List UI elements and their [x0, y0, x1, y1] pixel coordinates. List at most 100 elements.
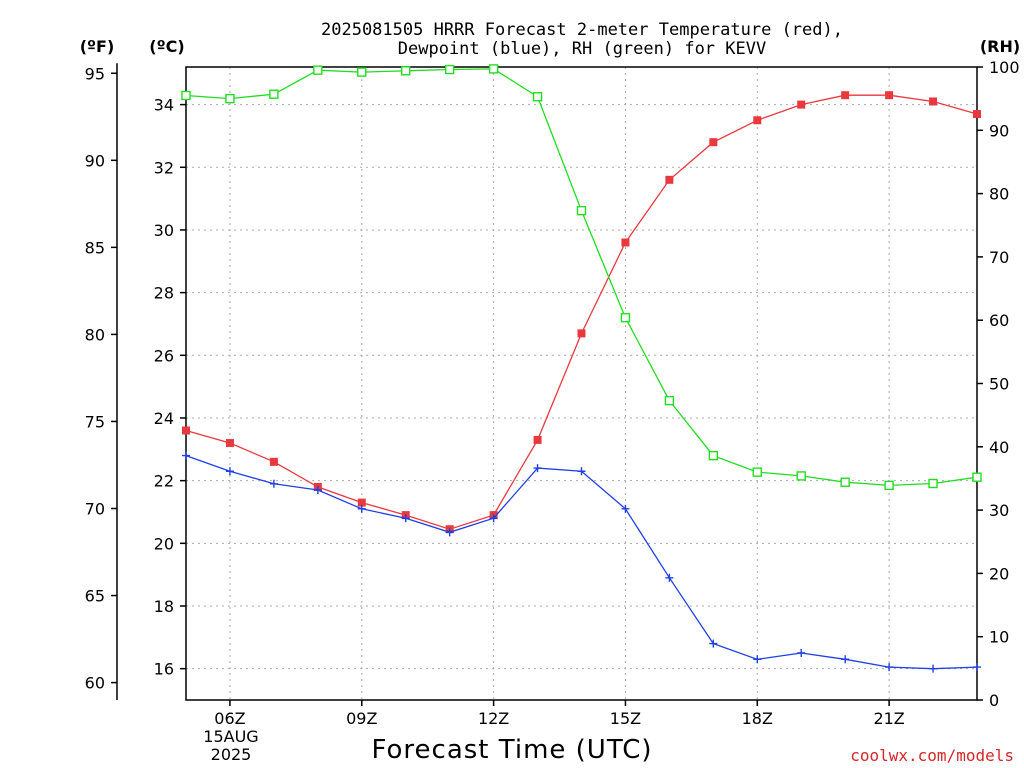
celsius-tick-label: 16 [154, 660, 174, 679]
rh-point [884, 480, 894, 491]
chart-title-line-2: Dewpoint (blue), RH (green) for KEVV [398, 39, 766, 59]
x-tick-label: 06Z [214, 709, 245, 728]
dewpoint-point [797, 648, 806, 657]
celsius-tick-label: 24 [154, 409, 174, 428]
celsius-tick-label: 28 [154, 284, 174, 303]
fahrenheit-tick-label: 60 [85, 674, 105, 693]
rh-point [796, 471, 806, 481]
rh-point [620, 312, 631, 323]
temperature-point [577, 329, 586, 338]
temperature-point [269, 457, 278, 466]
celsius-tick-label: 32 [154, 158, 174, 177]
axes: 16 18 20 22 24 26 28 30 32 34 60 65 70 75 80 85 90 95 0 10 2… [85, 58, 1020, 728]
rh-point [269, 89, 279, 99]
dewpoint-point [269, 479, 278, 488]
rh-point [357, 67, 367, 77]
rh-point [401, 66, 411, 76]
fahrenheit-unit-label: (ºF) [80, 37, 115, 56]
dewpoint-point [973, 663, 981, 672]
rh-point [225, 93, 235, 104]
fahrenheit-tick-label: 75 [85, 412, 105, 431]
rh-point [532, 92, 543, 102]
temperature-point [841, 91, 850, 100]
fahrenheit-tick-label: 80 [85, 325, 105, 344]
temperature-line [185, 94, 978, 530]
rh-point [972, 472, 982, 482]
temperature-point [225, 439, 234, 448]
date-label-day: 15AUG [203, 727, 258, 746]
fahrenheit-tick-label: 95 [85, 64, 105, 83]
rh-point [928, 478, 938, 489]
dewpoint-point [401, 514, 410, 523]
rh-point [576, 205, 587, 216]
celsius-tick-label: 34 [154, 96, 174, 115]
x-tick-label: 21Z [873, 709, 904, 728]
temperature-point [665, 175, 674, 184]
celsius-tick-label: 18 [154, 597, 174, 616]
date-label-year: 2025 [211, 745, 252, 764]
x-axis-title: Forecast Time (UTC) [371, 735, 652, 765]
rh-point [444, 64, 455, 75]
celsius-tick-label: 22 [154, 472, 174, 491]
fahrenheit-tick-label: 70 [85, 499, 105, 518]
rh-tick-label: 30 [989, 501, 1009, 520]
rh-point [664, 395, 675, 406]
rh-tick-label: 10 [989, 628, 1009, 647]
x-tick-label: 15Z [610, 709, 641, 728]
dewpoint-point [885, 663, 894, 672]
x-tick-label: 18Z [742, 709, 773, 728]
rh-tick-label: 50 [989, 375, 1009, 394]
credit-label: coolwx.com/models [850, 746, 1014, 765]
x-tick-label: 12Z [478, 709, 509, 728]
temperature-point [797, 100, 806, 109]
rh-tick-label: 100 [989, 58, 1020, 77]
dewpoint-point [313, 486, 322, 495]
dewpoint-point [577, 467, 586, 476]
fahrenheit-tick-label: 65 [85, 587, 105, 606]
dewpoint-point [533, 464, 542, 473]
grid-lines [186, 67, 977, 700]
rh-point [708, 450, 719, 461]
temperature-point [621, 238, 630, 247]
dewpoint-point [357, 504, 366, 513]
rh-line [185, 68, 978, 487]
dewpoint-point [489, 514, 498, 523]
rh-point [488, 64, 499, 74]
celsius-unit-label: (ºC) [149, 37, 184, 56]
celsius-tick-label: 30 [154, 221, 174, 240]
temperature-point [357, 498, 366, 507]
rh-point [181, 90, 191, 101]
dewpoint-point [665, 573, 674, 582]
x-tick-label: 09Z [346, 709, 377, 728]
rh-tick-label: 60 [989, 311, 1009, 330]
rh-point [752, 467, 762, 477]
dewpoint-point [929, 664, 938, 673]
rh-tick-label: 70 [989, 248, 1009, 267]
fahrenheit-tick-label: 90 [85, 151, 105, 170]
rh-tick-label: 40 [989, 438, 1009, 457]
dewpoint-point [225, 467, 234, 476]
dewpoint-line [185, 454, 978, 670]
rh-tick-label: 80 [989, 185, 1009, 204]
rh-unit-label: (RH) [980, 37, 1020, 56]
celsius-tick-label: 26 [154, 346, 174, 365]
temperature-point [929, 97, 938, 106]
series-layer [181, 64, 982, 673]
temperature-point [182, 426, 190, 435]
dewpoint-point [621, 504, 630, 513]
temperature-point [753, 116, 762, 125]
temperature-point [709, 138, 718, 147]
dewpoint-point [753, 655, 762, 664]
dewpoint-point [709, 639, 718, 648]
fahrenheit-tick-label: 85 [85, 238, 105, 257]
temperature-point [885, 91, 894, 100]
chart-title-line-1: 2025081505 HRRR Forecast 2-meter Tempera… [321, 20, 843, 40]
rh-tick-label: 90 [989, 121, 1009, 140]
dewpoint-point [445, 528, 454, 537]
rh-point [313, 65, 323, 75]
temperature-point [973, 110, 981, 119]
rh-tick-label: 20 [989, 564, 1009, 583]
dewpoint-point [182, 451, 190, 460]
celsius-tick-label: 20 [154, 534, 174, 553]
